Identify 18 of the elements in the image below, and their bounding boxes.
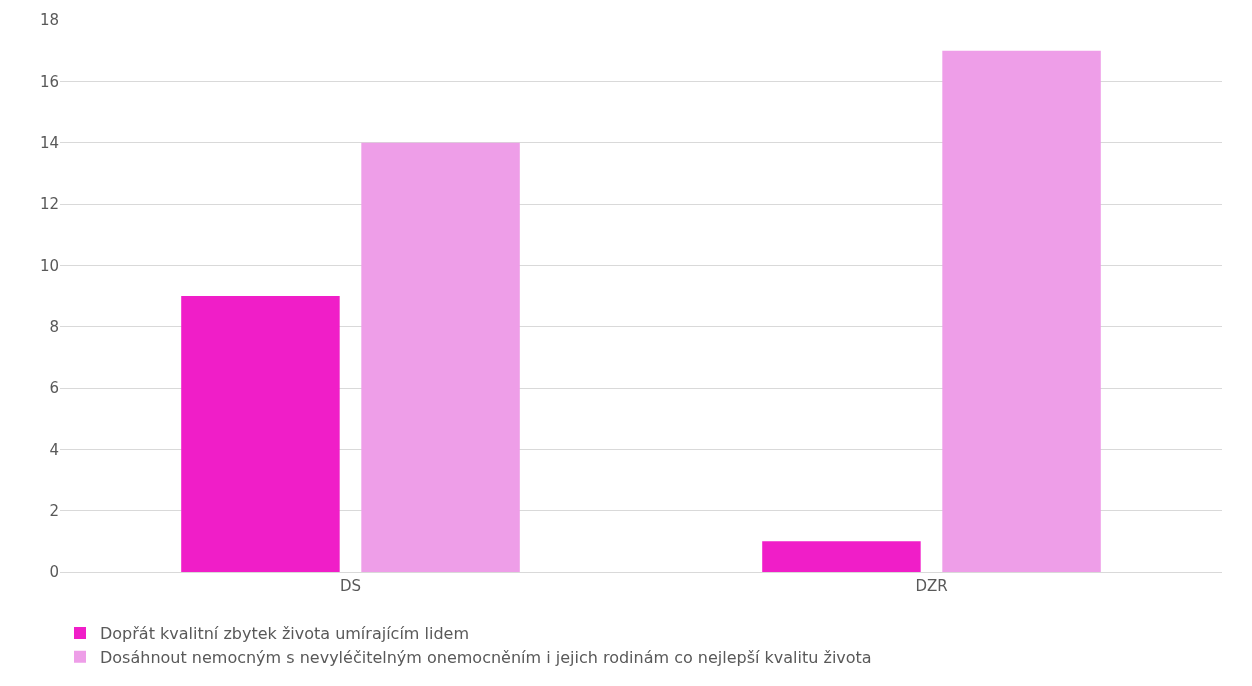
x-tick-label: DS	[339, 577, 362, 595]
bar	[762, 541, 921, 572]
y-tick-label: 18	[39, 11, 59, 30]
legend-label: Dosáhnout nemocným s nevyléčitelným onemocněním i jejich rodinám co nejlepší kvalitu života	[100, 648, 872, 668]
x-tick-label: DZR	[915, 577, 948, 595]
legend-label: Dopřát kvalitní zbytek života umírajícím lidem	[100, 624, 469, 644]
y-tick-label: 4	[49, 440, 59, 459]
bar	[361, 142, 520, 572]
bar	[181, 296, 340, 572]
y-tick-label: 14	[39, 133, 59, 152]
y-tick-label: 8	[49, 317, 59, 336]
y-tick-label: 12	[39, 195, 59, 214]
bar	[942, 50, 1101, 572]
y-tick-label: 6	[49, 379, 59, 398]
y-tick-label: 10	[39, 256, 59, 275]
y-tick-label: 2	[49, 501, 59, 520]
y-tick-label: 0	[49, 563, 59, 582]
y-tick-label: 16	[39, 72, 59, 91]
